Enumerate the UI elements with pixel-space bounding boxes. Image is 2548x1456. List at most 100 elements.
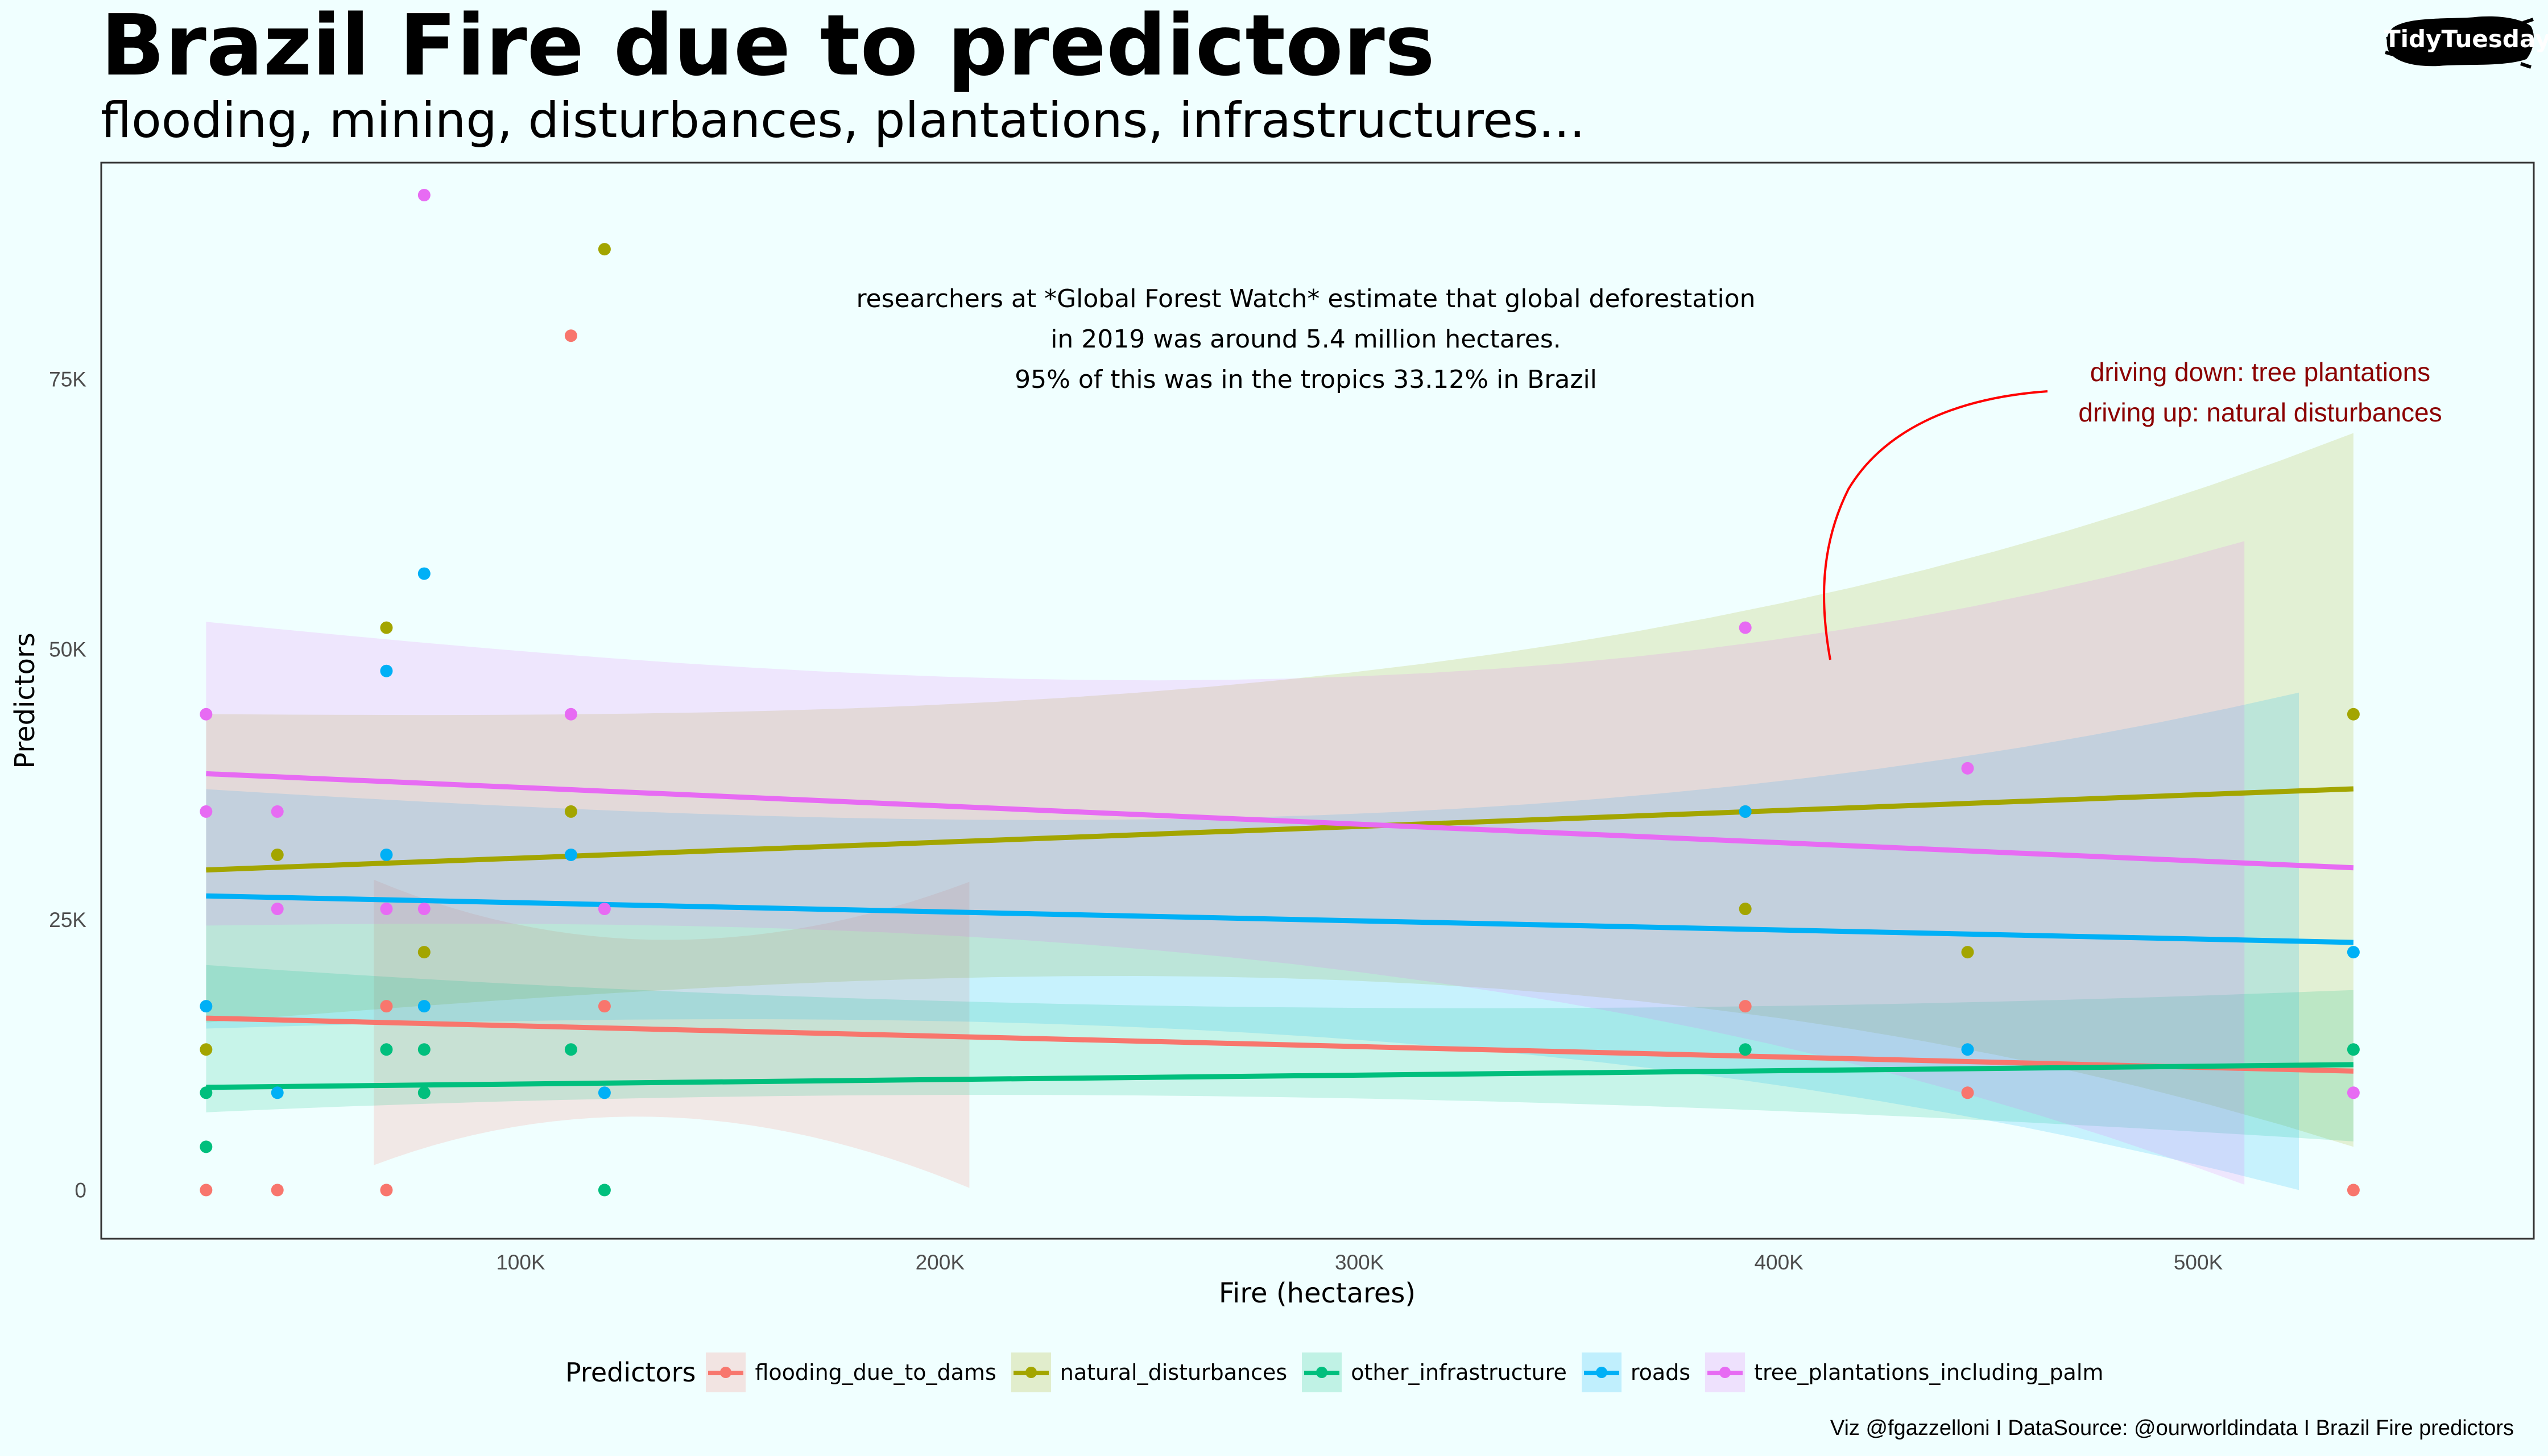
band-tree_plantations_including_palm: [206, 541, 2245, 1185]
point-other_infrastructure: [380, 1043, 393, 1056]
page-subtitle: flooding, mining, disturbances, plantati…: [101, 92, 1585, 149]
legend-label: roads: [1630, 1360, 1691, 1385]
band-flooding_due_to_dams: [374, 879, 970, 1188]
legend-item: flooding_due_to_dams: [706, 1352, 996, 1392]
point-tree_plantations_including_palm: [1739, 621, 1752, 634]
point-natural_disturbances: [200, 1043, 213, 1056]
legend-label: natural_disturbances: [1060, 1360, 1288, 1385]
x-axis-label: Fire (hectares): [1219, 1277, 1416, 1309]
annotation-side-line: driving down: tree plantations: [2090, 357, 2430, 387]
y-axis-label: Predictors: [9, 632, 41, 768]
point-other_infrastructure: [2347, 1043, 2360, 1056]
point-tree_plantations_including_palm: [598, 903, 611, 916]
y-tick-label: 25K: [49, 908, 86, 932]
x-tick-label: 400K: [1754, 1251, 1804, 1274]
data-points: [200, 189, 2360, 1197]
legend-item: tree_plantations_including_palm: [1705, 1352, 2103, 1392]
point-natural_disturbances: [1739, 903, 1752, 916]
point-roads: [598, 1086, 611, 1099]
plot-panel: [100, 162, 2535, 1240]
point-flooding_due_to_dams: [2347, 1184, 2360, 1197]
legend-key: [1302, 1352, 1342, 1392]
legend-key: [1581, 1352, 1622, 1392]
point-tree_plantations_including_palm: [271, 903, 284, 916]
trend-line-tree_plantations_including_palm: [206, 771, 2354, 871]
point-natural_disturbances: [417, 946, 431, 959]
trend-line-roads: [206, 893, 2354, 945]
annotation-text-line: in 2019 was around 5.4 million hectares.: [1050, 325, 1561, 354]
point-flooding_due_to_dams: [1739, 1000, 1752, 1013]
point-flooding_due_to_dams: [598, 1000, 611, 1013]
point-tree_plantations_including_palm: [200, 708, 213, 721]
legend-key: [1705, 1352, 1745, 1392]
point-roads: [417, 1000, 431, 1013]
annotation-text-line: 95% of this was in the tropics 33.12% in…: [1015, 365, 1597, 394]
point-roads: [271, 1086, 284, 1099]
point-flooding_due_to_dams: [271, 1184, 284, 1197]
annotation-arrow: [1823, 390, 2048, 660]
point-roads: [2347, 946, 2360, 959]
point-flooding_due_to_dams: [1961, 1086, 1974, 1099]
point-tree_plantations_including_palm: [417, 903, 431, 916]
point-roads: [200, 1000, 213, 1013]
caption: Viz @fgazzelloni I DataSource: @ourworld…: [1830, 1416, 2514, 1440]
point-tree_plantations_including_palm: [200, 805, 213, 818]
annotation-text-line: researchers at *Global Forest Watch* est…: [856, 284, 1755, 313]
annotation-side-line: driving up: natural disturbances: [2078, 398, 2442, 427]
point-tree_plantations_including_palm: [417, 189, 431, 202]
trend-line-natural_disturbances: [206, 786, 2354, 873]
x-tick-label: 200K: [916, 1251, 965, 1274]
point-roads: [564, 848, 577, 861]
point-natural_disturbances: [1961, 946, 1974, 959]
legend: Predictors flooding_due_to_dams natural_d…: [565, 1352, 2118, 1392]
point-other_infrastructure: [564, 1043, 577, 1056]
point-roads: [1961, 1043, 1974, 1056]
badge-label: TidyTuesday: [2384, 25, 2548, 53]
legend-label: tree_plantations_including_palm: [1754, 1360, 2104, 1385]
band-other_infrastructure: [206, 965, 2353, 1141]
confidence-bands: [206, 433, 2353, 1190]
trend-line-other_infrastructure: [206, 1062, 2353, 1090]
point-flooding_due_to_dams: [380, 1184, 393, 1197]
point-flooding_due_to_dams: [200, 1184, 213, 1197]
x-tick-label: 100K: [496, 1251, 545, 1274]
point-other_infrastructure: [200, 1140, 213, 1153]
point-roads: [1739, 805, 1752, 818]
point-natural_disturbances: [564, 805, 577, 818]
tidytuesday-badge: TidyTuesday: [2384, 11, 2548, 69]
legend-title: Predictors: [565, 1357, 696, 1388]
page-title: Brazil Fire due to predictors: [101, 0, 1435, 94]
point-other_infrastructure: [417, 1086, 431, 1099]
legend-items: flooding_due_to_dams natural_disturbances…: [706, 1352, 2118, 1392]
trend-lines: [206, 771, 2354, 1090]
point-tree_plantations_including_palm: [564, 708, 577, 721]
legend-key: [706, 1352, 746, 1392]
band-natural_disturbances: [206, 433, 2353, 1147]
point-tree_plantations_including_palm: [271, 805, 284, 818]
point-roads: [380, 664, 393, 677]
point-tree_plantations_including_palm: [380, 903, 393, 916]
x-tick-label: 500K: [2174, 1251, 2223, 1274]
legend-label: flooding_due_to_dams: [755, 1360, 996, 1385]
annotations: researchers at *Global Forest Watch* est…: [856, 284, 2442, 660]
point-natural_disturbances: [271, 848, 284, 861]
axes: 100K 200K 300K 400K 500K 0 25K 50K 75K Fire (hect…: [9, 367, 2223, 1309]
point-other_infrastructure: [1739, 1043, 1752, 1056]
badge-brush-icon: [2385, 16, 2534, 69]
y-tick-label: 75K: [49, 367, 86, 391]
point-other_infrastructure: [417, 1043, 431, 1056]
legend-label: other_infrastructure: [1351, 1360, 1567, 1385]
point-flooding_due_to_dams: [564, 329, 577, 342]
point-natural_disturbances: [598, 243, 611, 256]
y-tick-label: 50K: [49, 638, 86, 661]
point-tree_plantations_including_palm: [1961, 762, 1974, 775]
point-natural_disturbances: [2347, 708, 2360, 721]
band-roads: [206, 692, 2299, 1190]
point-tree_plantations_including_palm: [2347, 1086, 2360, 1099]
point-roads: [417, 567, 431, 580]
point-other_infrastructure: [200, 1086, 213, 1099]
trend-line-flooding_due_to_dams: [206, 1015, 2354, 1074]
legend-item: natural_disturbances: [1011, 1352, 1287, 1392]
legend-key: [1011, 1352, 1051, 1392]
